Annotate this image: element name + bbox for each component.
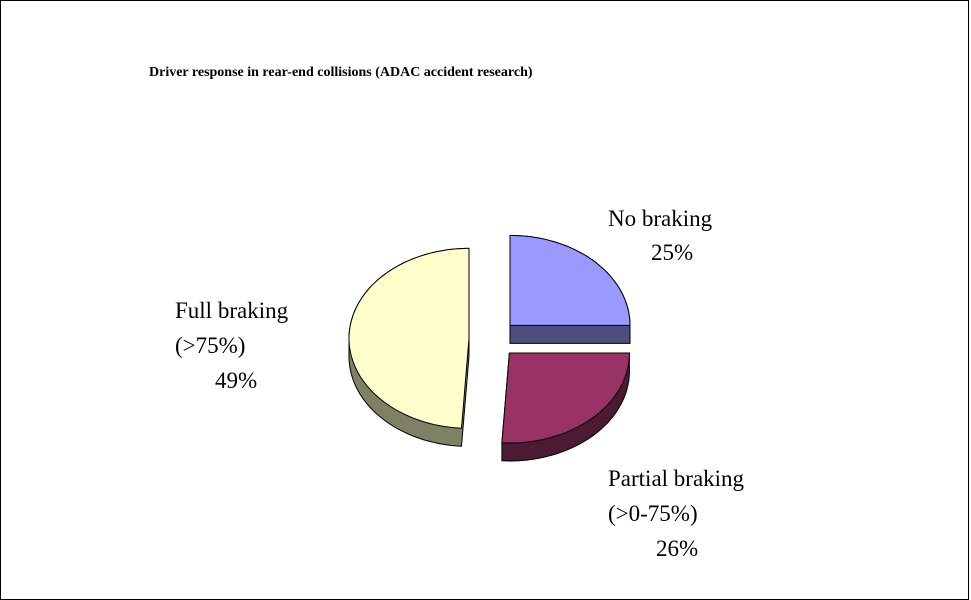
- value-label: 25%: [651, 240, 694, 265]
- category-label: Partial braking (>0-75%): [608, 466, 745, 526]
- chart-title: Driver response in rear-end collisions (…: [149, 65, 533, 80]
- pie-slice: [509, 234, 631, 326]
- pie-slice: [501, 352, 630, 444]
- category-label: Full braking (>75%): [175, 298, 289, 358]
- category-label: No braking: [608, 206, 713, 231]
- pie-chart: [348, 234, 631, 462]
- pie-slice: [348, 247, 470, 429]
- value-label: 49%: [215, 368, 258, 393]
- value-label: 26%: [656, 536, 699, 561]
